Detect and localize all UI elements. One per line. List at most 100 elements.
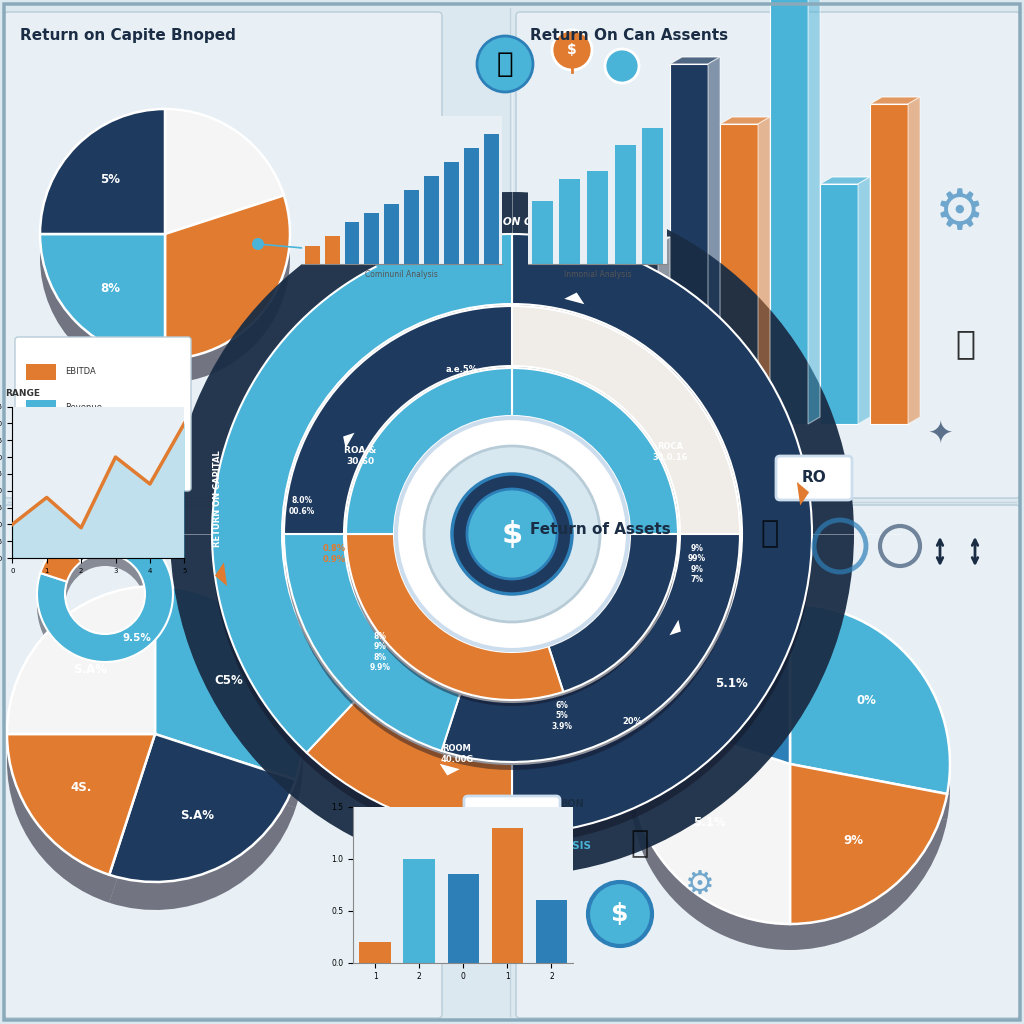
Circle shape — [467, 489, 557, 579]
Bar — [531, 201, 553, 264]
Wedge shape — [7, 734, 155, 874]
Wedge shape — [638, 630, 790, 790]
Bar — [642, 128, 664, 264]
Text: 0.8%
0.9%: 0.8% 0.9% — [323, 545, 345, 563]
Text: Feturn of Assets: Feturn of Assets — [530, 522, 671, 537]
Text: 9.5%: 9.5% — [122, 633, 152, 643]
Polygon shape — [870, 104, 908, 424]
Bar — [359, 942, 391, 963]
Wedge shape — [40, 109, 165, 234]
Polygon shape — [797, 482, 809, 506]
Bar — [365, 213, 380, 264]
Wedge shape — [549, 540, 678, 698]
Text: EBITDA: EBITDA — [65, 368, 96, 377]
Text: RETURN ON CAPITAL: RETURN ON CAPITAL — [452, 217, 572, 227]
Polygon shape — [720, 124, 758, 424]
Text: C5%: C5% — [215, 674, 244, 686]
Wedge shape — [630, 740, 790, 950]
Polygon shape — [670, 57, 720, 63]
Circle shape — [588, 882, 652, 946]
Circle shape — [389, 197, 415, 223]
Wedge shape — [346, 534, 563, 700]
Wedge shape — [284, 306, 512, 534]
Wedge shape — [7, 762, 155, 903]
Text: RANGE: RANGE — [5, 389, 40, 398]
FancyBboxPatch shape — [26, 436, 56, 452]
Text: ROCA
30.0.16: ROCA 30.0.16 — [652, 442, 688, 462]
Bar — [447, 874, 479, 963]
Wedge shape — [512, 374, 678, 540]
Text: Revenue: Revenue — [65, 403, 102, 413]
Text: $: $ — [611, 902, 629, 926]
Polygon shape — [820, 184, 858, 424]
Polygon shape — [620, 237, 670, 244]
Wedge shape — [212, 234, 512, 753]
Polygon shape — [412, 249, 434, 262]
Text: 🔧: 🔧 — [631, 829, 649, 858]
Text: 8.0%
00.6%: 8.0% 00.6% — [289, 497, 315, 516]
Wedge shape — [37, 526, 173, 662]
Wedge shape — [790, 630, 950, 820]
FancyBboxPatch shape — [26, 400, 56, 416]
Wedge shape — [512, 234, 812, 834]
Text: RETURN ON CAPITAL: RETURN ON CAPITAL — [213, 451, 221, 548]
Polygon shape — [720, 117, 770, 124]
Bar — [384, 204, 399, 264]
Polygon shape — [620, 244, 658, 424]
Bar — [304, 246, 319, 264]
Text: NOPAT: NOPAT — [65, 439, 93, 449]
Bar — [344, 222, 359, 264]
Wedge shape — [346, 540, 563, 706]
Wedge shape — [40, 234, 165, 359]
Circle shape — [252, 238, 264, 250]
Text: 9%: 9% — [843, 834, 863, 847]
Polygon shape — [770, 0, 808, 424]
Wedge shape — [549, 534, 678, 692]
Wedge shape — [155, 586, 303, 779]
Wedge shape — [512, 368, 678, 534]
Circle shape — [605, 49, 639, 83]
FancyBboxPatch shape — [15, 337, 191, 490]
Bar — [559, 179, 581, 264]
Text: S.A%: S.A% — [73, 663, 108, 676]
Circle shape — [372, 185, 398, 211]
Bar — [404, 190, 420, 264]
Text: 4S.: 4S. — [70, 781, 91, 795]
FancyBboxPatch shape — [4, 505, 442, 1018]
Polygon shape — [870, 97, 920, 104]
Text: $: $ — [502, 519, 522, 549]
Wedge shape — [40, 539, 82, 582]
Wedge shape — [110, 762, 296, 910]
Wedge shape — [441, 534, 740, 762]
Wedge shape — [37, 538, 173, 674]
X-axis label: Cominunil Analysis: Cominunil Analysis — [366, 269, 438, 279]
Text: Return on Capite Bnoped: Return on Capite Bnoped — [20, 28, 236, 43]
Polygon shape — [215, 562, 227, 586]
Polygon shape — [670, 63, 708, 424]
Text: 6%
5%
3.9%: 6% 5% 3.9% — [552, 701, 572, 731]
Wedge shape — [40, 258, 165, 383]
Text: 20%: 20% — [622, 718, 642, 726]
Wedge shape — [212, 244, 512, 763]
Text: 5.1%: 5.1% — [693, 816, 726, 828]
FancyBboxPatch shape — [26, 364, 56, 380]
Polygon shape — [658, 237, 670, 424]
Text: ✦: ✦ — [928, 420, 952, 449]
Wedge shape — [306, 701, 512, 834]
Circle shape — [477, 36, 534, 92]
Text: RON: RON — [495, 809, 529, 823]
Polygon shape — [820, 177, 870, 184]
X-axis label: Inmonial Analysis: Inmonial Analysis — [564, 269, 631, 279]
Wedge shape — [40, 551, 82, 594]
Wedge shape — [165, 219, 290, 383]
Text: 9%
99%
9%
7%: 9% 99% 9% 7% — [688, 544, 707, 584]
Wedge shape — [306, 712, 512, 844]
Wedge shape — [66, 526, 105, 561]
Wedge shape — [66, 538, 105, 573]
Wedge shape — [165, 133, 284, 258]
Text: ⚙: ⚙ — [935, 187, 985, 241]
Polygon shape — [808, 0, 820, 424]
Polygon shape — [365, 246, 400, 276]
Bar — [614, 145, 636, 264]
Circle shape — [172, 194, 852, 874]
